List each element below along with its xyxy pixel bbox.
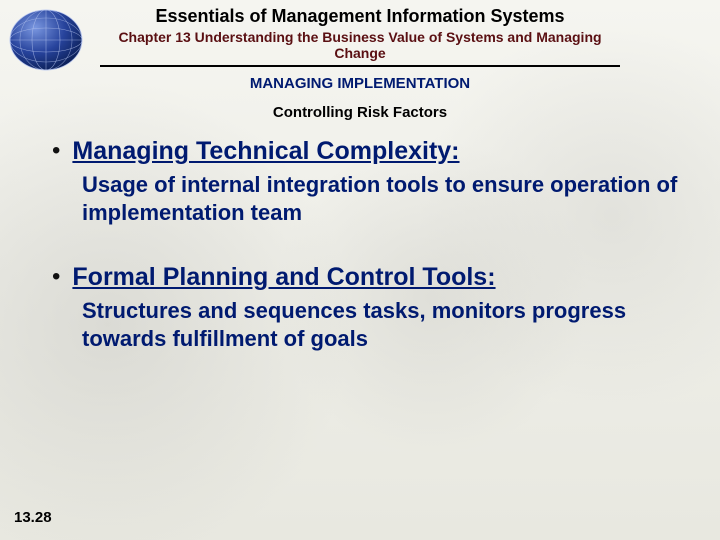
bullet-heading: Formal Planning and Control Tools: (72, 261, 495, 293)
globe-icon (6, 2, 96, 72)
bullet-dot-icon: • (52, 135, 60, 167)
section-heading: MANAGING IMPLEMENTATION (0, 73, 720, 98)
page-number: 13.28 (14, 509, 52, 526)
bullet-heading: Managing Technical Complexity: (72, 135, 459, 167)
bullet-body: Usage of internal integration tools to e… (82, 171, 680, 227)
header-divider (100, 65, 620, 67)
topic-heading: Controlling Risk Factors (0, 98, 720, 135)
bullet-dot-icon: • (52, 261, 60, 293)
slide-content: Essentials of Management Information Sys… (0, 0, 720, 540)
chapter-subtitle: Chapter 13 Understanding the Business Va… (100, 29, 620, 61)
bullet-item: • Formal Planning and Control Tools: Str… (52, 261, 680, 353)
bullet-body: Structures and sequences tasks, monitors… (82, 297, 680, 353)
book-title: Essentials of Management Information Sys… (100, 6, 620, 27)
bullet-item: • Managing Technical Complexity: Usage o… (52, 135, 680, 227)
body-area: • Managing Technical Complexity: Usage o… (0, 135, 720, 353)
header: Essentials of Management Information Sys… (0, 0, 720, 135)
